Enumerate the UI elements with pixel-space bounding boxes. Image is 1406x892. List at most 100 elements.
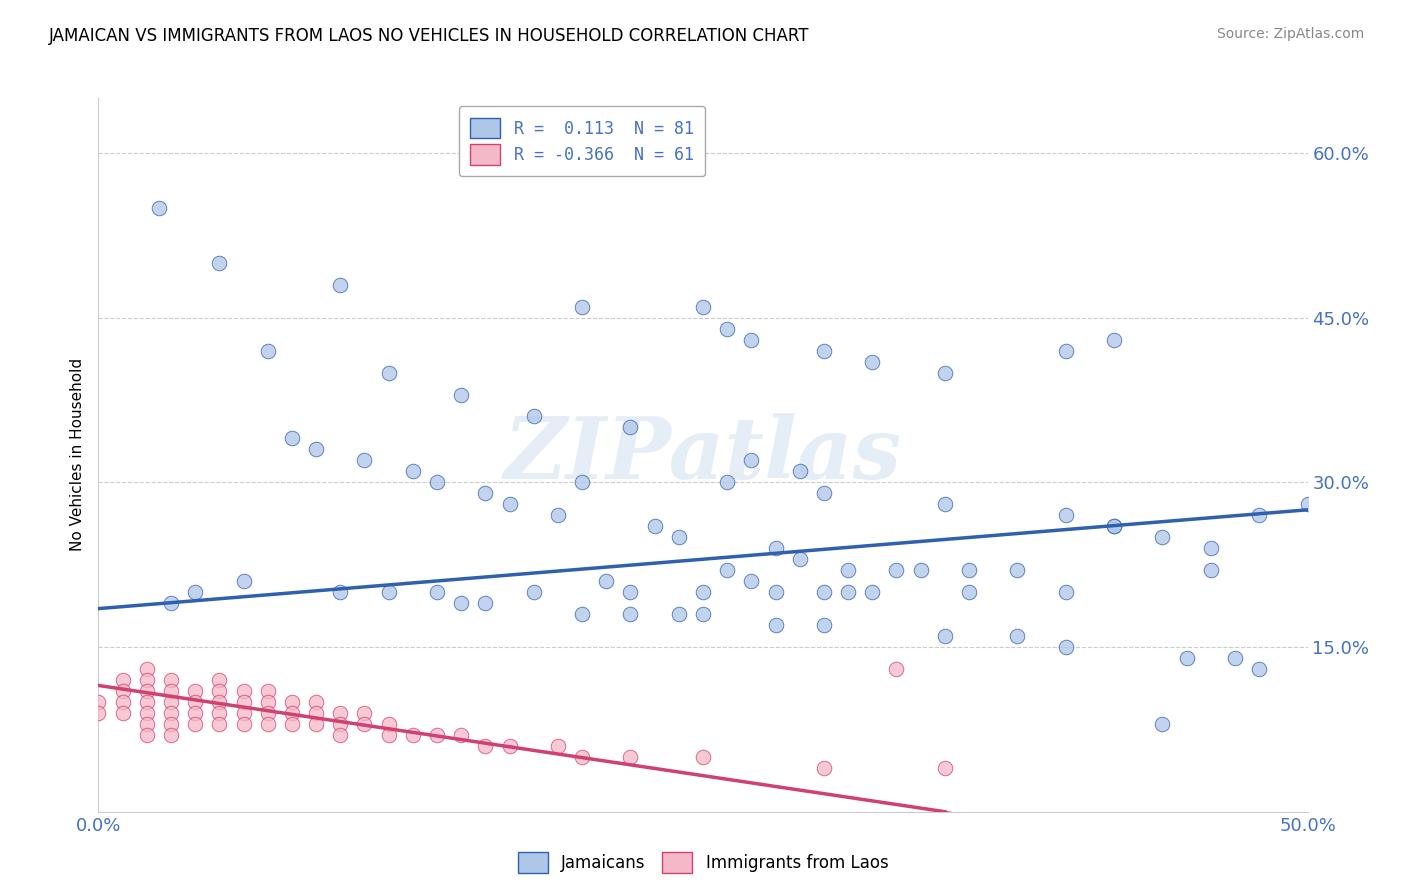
Point — [1054, 640, 1077, 654]
Point — [402, 464, 425, 478]
Point — [886, 662, 908, 676]
Point — [619, 607, 641, 621]
Point — [1249, 662, 1271, 676]
Point — [184, 706, 207, 720]
Point — [571, 300, 593, 314]
Point — [1007, 563, 1029, 577]
Point — [716, 321, 738, 335]
Point — [135, 706, 157, 720]
Point — [789, 464, 811, 478]
Point — [377, 585, 399, 599]
Point — [1054, 585, 1077, 599]
Point — [353, 453, 375, 467]
Point — [160, 673, 183, 687]
Point — [281, 695, 304, 709]
Point — [498, 497, 520, 511]
Point — [813, 486, 835, 500]
Point — [426, 475, 449, 490]
Point — [957, 563, 980, 577]
Point — [111, 673, 134, 687]
Point — [1054, 343, 1077, 358]
Point — [934, 497, 956, 511]
Point — [184, 717, 207, 731]
Point — [256, 706, 278, 720]
Point — [87, 695, 110, 709]
Point — [668, 607, 690, 621]
Point — [740, 333, 762, 347]
Point — [208, 717, 231, 731]
Point — [813, 618, 835, 632]
Point — [184, 684, 207, 698]
Point — [1102, 519, 1125, 533]
Point — [208, 706, 231, 720]
Point — [813, 343, 835, 358]
Point — [426, 728, 449, 742]
Point — [256, 343, 278, 358]
Point — [789, 552, 811, 566]
Point — [377, 728, 399, 742]
Point — [957, 585, 980, 599]
Point — [232, 717, 254, 731]
Point — [547, 508, 569, 523]
Point — [208, 256, 231, 270]
Point — [765, 585, 787, 599]
Point — [426, 585, 449, 599]
Point — [305, 706, 328, 720]
Point — [765, 541, 787, 556]
Point — [184, 585, 207, 599]
Point — [934, 761, 956, 775]
Point — [377, 717, 399, 731]
Point — [571, 749, 593, 764]
Point — [474, 486, 496, 500]
Point — [281, 706, 304, 720]
Point — [450, 387, 472, 401]
Point — [765, 618, 787, 632]
Point — [547, 739, 569, 753]
Point — [135, 673, 157, 687]
Point — [377, 366, 399, 380]
Point — [692, 300, 714, 314]
Point — [813, 761, 835, 775]
Point — [1152, 717, 1174, 731]
Point — [692, 749, 714, 764]
Point — [1102, 519, 1125, 533]
Point — [1223, 651, 1246, 665]
Point — [281, 432, 304, 446]
Point — [498, 739, 520, 753]
Point — [232, 706, 254, 720]
Point — [716, 563, 738, 577]
Point — [184, 695, 207, 709]
Point — [1199, 541, 1222, 556]
Point — [402, 728, 425, 742]
Point — [1249, 508, 1271, 523]
Point — [619, 420, 641, 434]
Legend: R =  0.113  N = 81, R = -0.366  N = 61: R = 0.113 N = 81, R = -0.366 N = 61 — [458, 106, 706, 177]
Point — [837, 563, 859, 577]
Point — [135, 695, 157, 709]
Point — [934, 366, 956, 380]
Point — [329, 728, 352, 742]
Point — [353, 717, 375, 731]
Point — [571, 607, 593, 621]
Legend: Jamaicans, Immigrants from Laos: Jamaicans, Immigrants from Laos — [510, 846, 896, 880]
Point — [160, 728, 183, 742]
Point — [619, 749, 641, 764]
Point — [813, 585, 835, 599]
Point — [232, 695, 254, 709]
Point — [305, 695, 328, 709]
Point — [208, 695, 231, 709]
Point — [740, 453, 762, 467]
Y-axis label: No Vehicles in Household: No Vehicles in Household — [69, 359, 84, 551]
Point — [668, 530, 690, 544]
Point — [160, 596, 183, 610]
Point — [571, 475, 593, 490]
Point — [329, 585, 352, 599]
Point — [523, 585, 546, 599]
Point — [111, 695, 134, 709]
Point — [860, 354, 883, 368]
Point — [1152, 530, 1174, 544]
Text: JAMAICAN VS IMMIGRANTS FROM LAOS NO VEHICLES IN HOUSEHOLD CORRELATION CHART: JAMAICAN VS IMMIGRANTS FROM LAOS NO VEHI… — [49, 27, 810, 45]
Point — [1102, 333, 1125, 347]
Point — [353, 706, 375, 720]
Point — [523, 409, 546, 424]
